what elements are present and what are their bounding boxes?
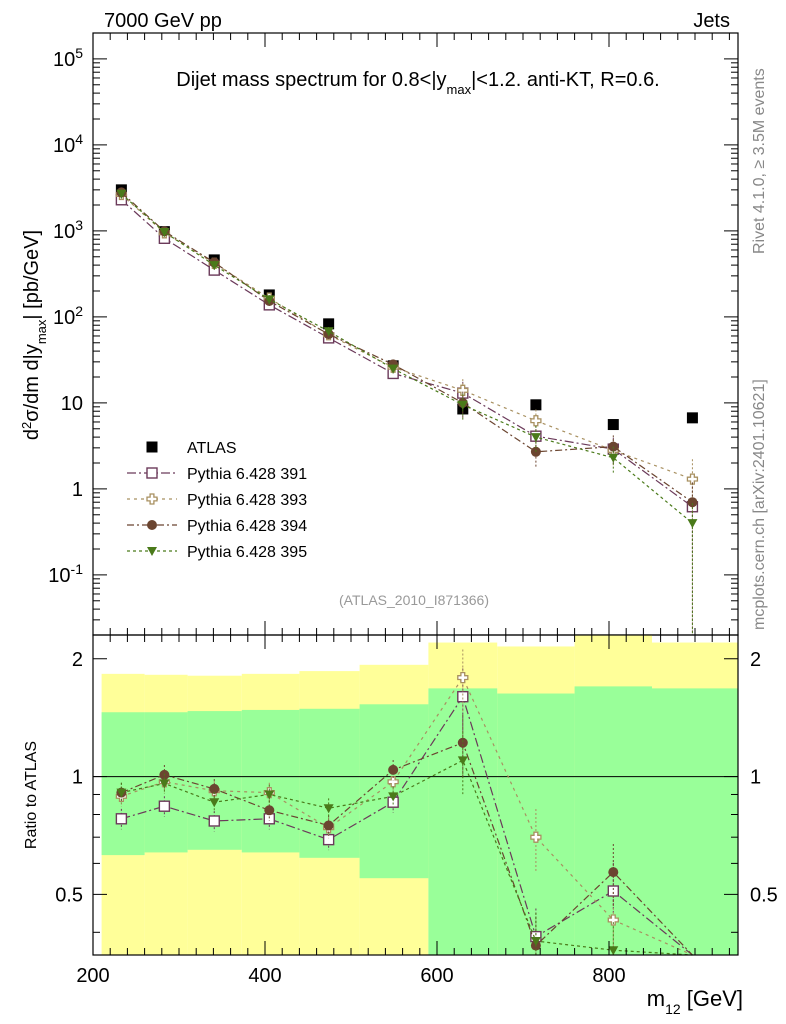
uncertainty-band-inner xyxy=(101,712,145,856)
series-line xyxy=(120,193,693,524)
data-point xyxy=(209,783,220,794)
data-point xyxy=(322,833,335,846)
data-point xyxy=(530,937,541,947)
data-point xyxy=(323,318,335,330)
ratio-tick-label-right: 2 xyxy=(750,649,761,671)
data-point xyxy=(457,690,469,703)
ratio-tick-label-right: 0.5 xyxy=(750,884,778,906)
ratio-tick-label-right: 1 xyxy=(750,767,761,789)
legend: ATLAS Pythia 6.428 391 Pythia 6.428 393 Pyt… xyxy=(127,440,307,561)
mcplots-label: mcplots.cern.ch [arXiv:2401.10621] xyxy=(751,379,768,630)
data-point xyxy=(530,399,542,411)
data-point xyxy=(116,788,127,798)
data-point xyxy=(264,295,275,305)
data-point xyxy=(323,327,334,337)
ratio-series-line xyxy=(121,676,693,956)
y-tick-label: 104 xyxy=(53,131,83,157)
series-line xyxy=(120,191,693,503)
data-point xyxy=(686,473,699,485)
data-point xyxy=(263,813,275,825)
y-tick-label: 105 xyxy=(53,45,83,71)
data-point xyxy=(607,885,619,897)
data-point xyxy=(530,831,542,843)
y-tick-label: 10-1 xyxy=(48,561,83,587)
data-point xyxy=(146,493,158,505)
data-point xyxy=(387,776,399,788)
data-point xyxy=(686,412,698,424)
rivet-label: Rivet 4.1.0, ≥ 3.5M events xyxy=(751,68,768,254)
y-tick-label: 103 xyxy=(53,217,83,243)
data-point xyxy=(158,800,171,812)
data-point xyxy=(530,415,542,427)
data-point xyxy=(264,805,275,816)
ratio-panel: 200 400 600 800 0.5 0.5 1 1 2 2 xyxy=(55,634,778,987)
legend-label: Pythia 6.428 394 xyxy=(187,518,307,535)
data-point xyxy=(687,497,698,508)
data-point xyxy=(208,815,220,827)
uncertainty-band-inner xyxy=(241,709,300,853)
data-point xyxy=(388,364,399,374)
x-tick-label: 600 xyxy=(420,965,453,987)
data-point xyxy=(323,820,334,831)
data-point xyxy=(209,261,220,271)
data-point xyxy=(530,433,541,443)
y-tick-label: 10 xyxy=(61,393,83,415)
data-point xyxy=(457,671,469,684)
ratio-series-line xyxy=(121,759,693,956)
header-right: Jets xyxy=(693,10,730,32)
legend-label: Pythia 6.428 393 xyxy=(187,492,307,509)
legend-label: Pythia 6.428 391 xyxy=(187,466,307,483)
y-tick-label: 102 xyxy=(53,303,83,329)
uncertainty-band-inner xyxy=(497,693,575,955)
y-tick-label: 1 xyxy=(72,479,83,501)
ratio-series-line xyxy=(121,741,693,956)
data-point xyxy=(159,228,170,238)
ratio-axis-label: Ratio to ATLAS xyxy=(23,741,40,849)
data-point xyxy=(147,520,157,530)
series-line xyxy=(120,199,693,508)
ratio-series-line xyxy=(121,695,693,956)
data-point xyxy=(608,946,619,956)
data-point xyxy=(608,453,619,463)
plot-title: Dijet mass spectrum for 0.8<|ymax|<1.2. … xyxy=(176,69,660,97)
x-axis-label: m12 [GeV] xyxy=(647,986,743,1017)
data-point xyxy=(147,547,157,556)
data-point xyxy=(608,867,619,878)
data-point xyxy=(607,419,619,431)
data-point xyxy=(457,737,468,748)
main-panel: 10-1 1 10 102 103 104 105 Dijet mass spectrum … xyxy=(48,32,739,636)
data-point xyxy=(457,756,468,766)
ratio-tick-label: 1 xyxy=(72,767,83,789)
data-point xyxy=(159,779,170,789)
analysis-tag: (ATLAS_2010_I871366) xyxy=(339,592,489,608)
data-point xyxy=(388,764,399,775)
data-point xyxy=(687,519,698,529)
ratio-tick-label: 0.5 xyxy=(55,884,83,906)
y-axis-label: d2σ/dm d|ymax| [pb/GeV] xyxy=(19,230,49,440)
data-point xyxy=(264,790,275,800)
data-point xyxy=(457,384,469,396)
data-point xyxy=(146,467,158,479)
legend-label: Pythia 6.428 395 xyxy=(187,544,307,561)
header-left: 7000 GeV pp xyxy=(104,10,222,32)
x-tick-label: 200 xyxy=(76,965,109,987)
uncertainty-band-inner xyxy=(574,686,652,955)
legend-label: ATLAS xyxy=(187,440,237,457)
data-point xyxy=(146,441,158,453)
data-point xyxy=(607,914,619,926)
ratio-frame xyxy=(92,634,739,956)
data-point xyxy=(388,792,399,802)
ratio-tick-label: 2 xyxy=(72,649,83,671)
data-point xyxy=(209,798,220,808)
x-tick-label: 800 xyxy=(592,965,625,987)
data-point xyxy=(116,189,127,199)
data-point xyxy=(115,813,128,825)
data-point xyxy=(323,804,334,814)
uncertainty-band-inner xyxy=(652,688,738,955)
series-line xyxy=(120,194,693,480)
x-tick-label: 400 xyxy=(248,965,281,987)
uncertainty-band-inner xyxy=(359,704,429,879)
data-point xyxy=(457,400,468,410)
